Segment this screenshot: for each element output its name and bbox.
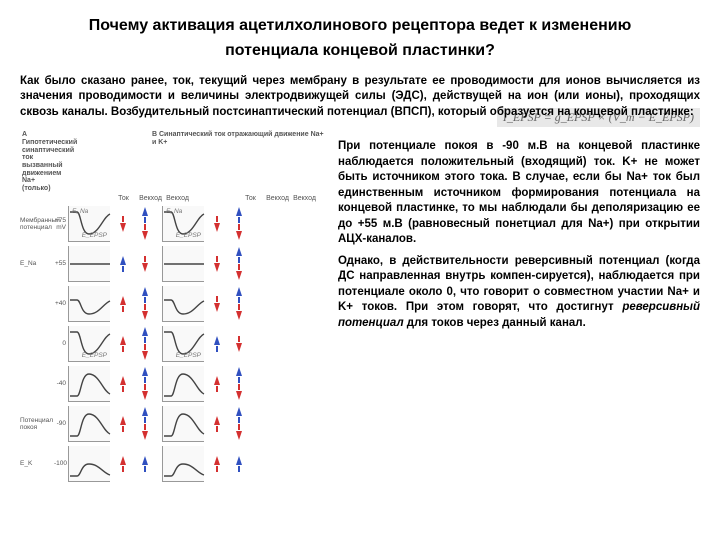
side-text: При потенциале покоя в -90 м.В на концев…: [338, 131, 700, 485]
trace-plot: [68, 446, 110, 482]
main-content: A Гипотетический синаптический ток вызва…: [20, 131, 700, 485]
arrow-column: [112, 376, 134, 392]
figure-row: E_Na +55: [20, 245, 326, 283]
row-value: +40: [54, 300, 66, 307]
arrow-column: [228, 247, 250, 280]
side-paragraph-2: Однако, в действительности реверсивный п…: [338, 254, 700, 332]
arrow-column: [134, 327, 156, 360]
arrow-column: [228, 287, 250, 320]
arrow-column: [206, 376, 228, 392]
row-label: E_K: [20, 460, 54, 467]
figure-panel: A Гипотетический синаптический ток вызва…: [20, 131, 326, 485]
arrow-column: [206, 336, 228, 352]
figure-header-b: B Синаптический ток отражающий движение …: [152, 131, 326, 193]
trace-plot: E_Na E_EPSP: [68, 206, 110, 242]
arrow-column: [112, 336, 134, 352]
figure-row: -40: [20, 365, 326, 403]
arrow-column: [134, 367, 156, 400]
arrow-column: [228, 456, 250, 472]
row-value: -40: [54, 380, 66, 387]
trace-plot: [68, 286, 110, 322]
arrow-column: [134, 207, 156, 240]
row-label: Мембранный потенциал: [20, 217, 54, 231]
page-title: Почему активация ацетилхолинового рецепт…: [20, 14, 700, 64]
arrow-column: [134, 407, 156, 440]
trace-plot: [162, 406, 204, 442]
arrow-column: [228, 367, 250, 400]
trace-plot: [68, 366, 110, 402]
trace-plot: [162, 446, 204, 482]
arrow-column: [228, 336, 250, 352]
trace-plot: E_EPSP: [68, 326, 110, 362]
arrow-column: [112, 216, 134, 232]
figure-rows: Мембранный потенциал +75 mV E_Na E_EPSP …: [20, 205, 326, 483]
arrow-column: [112, 416, 134, 432]
figure-header-a: A Гипотетический синаптический ток вызва…: [20, 131, 64, 193]
trace-plot: [162, 286, 204, 322]
figure-row: Потенциал покоя -90: [20, 405, 326, 443]
title-line-2: потенциала концевой пластинки?: [225, 42, 495, 59]
figure-row: Мембранный потенциал +75 mV E_Na E_EPSP …: [20, 205, 326, 243]
row-value: +55: [54, 260, 66, 267]
title-line-1: Почему активация ацетилхолинового рецепт…: [89, 17, 632, 34]
intro-paragraph: Как было сказано ранее, ток, текущий чер…: [20, 74, 700, 121]
arrow-column: [206, 456, 228, 472]
arrow-column: [134, 287, 156, 320]
figure-row: 0 E_EPSP E_EPSP: [20, 325, 326, 363]
arrow-column: [134, 256, 156, 272]
figure-row: +40: [20, 285, 326, 323]
row-value: 0: [54, 340, 66, 347]
arrow-column: [206, 296, 228, 312]
trace-plot: [162, 246, 204, 282]
row-value: +75 mV: [54, 217, 66, 231]
arrow-column: [228, 407, 250, 440]
row-value: -90: [54, 420, 66, 427]
trace-plot: [162, 366, 204, 402]
figure-header: A Гипотетический синаптический ток вызва…: [20, 131, 326, 193]
trace-plot: E_Na E_EPSP: [162, 206, 204, 242]
arrow-column: [206, 256, 228, 272]
arrow-column: [206, 216, 228, 232]
trace-plot: [68, 406, 110, 442]
row-label: E_Na: [20, 260, 54, 267]
arrow-column: [134, 456, 156, 472]
figure-row: E_K -100: [20, 445, 326, 483]
arrow-column: [228, 207, 250, 240]
trace-plot: E_EPSP: [162, 326, 204, 362]
figure-subheader: Ток Векход Векход Ток Векход Векход: [20, 195, 326, 202]
row-value: -100: [54, 460, 66, 467]
trace-plot: [68, 246, 110, 282]
arrow-column: [206, 416, 228, 432]
row-label: Потенциал покоя: [20, 417, 54, 431]
arrow-column: [112, 456, 134, 472]
arrow-column: [112, 256, 134, 272]
side-paragraph-1: При потенциале покоя в -90 м.В на концев…: [338, 139, 700, 248]
arrow-column: [112, 296, 134, 312]
